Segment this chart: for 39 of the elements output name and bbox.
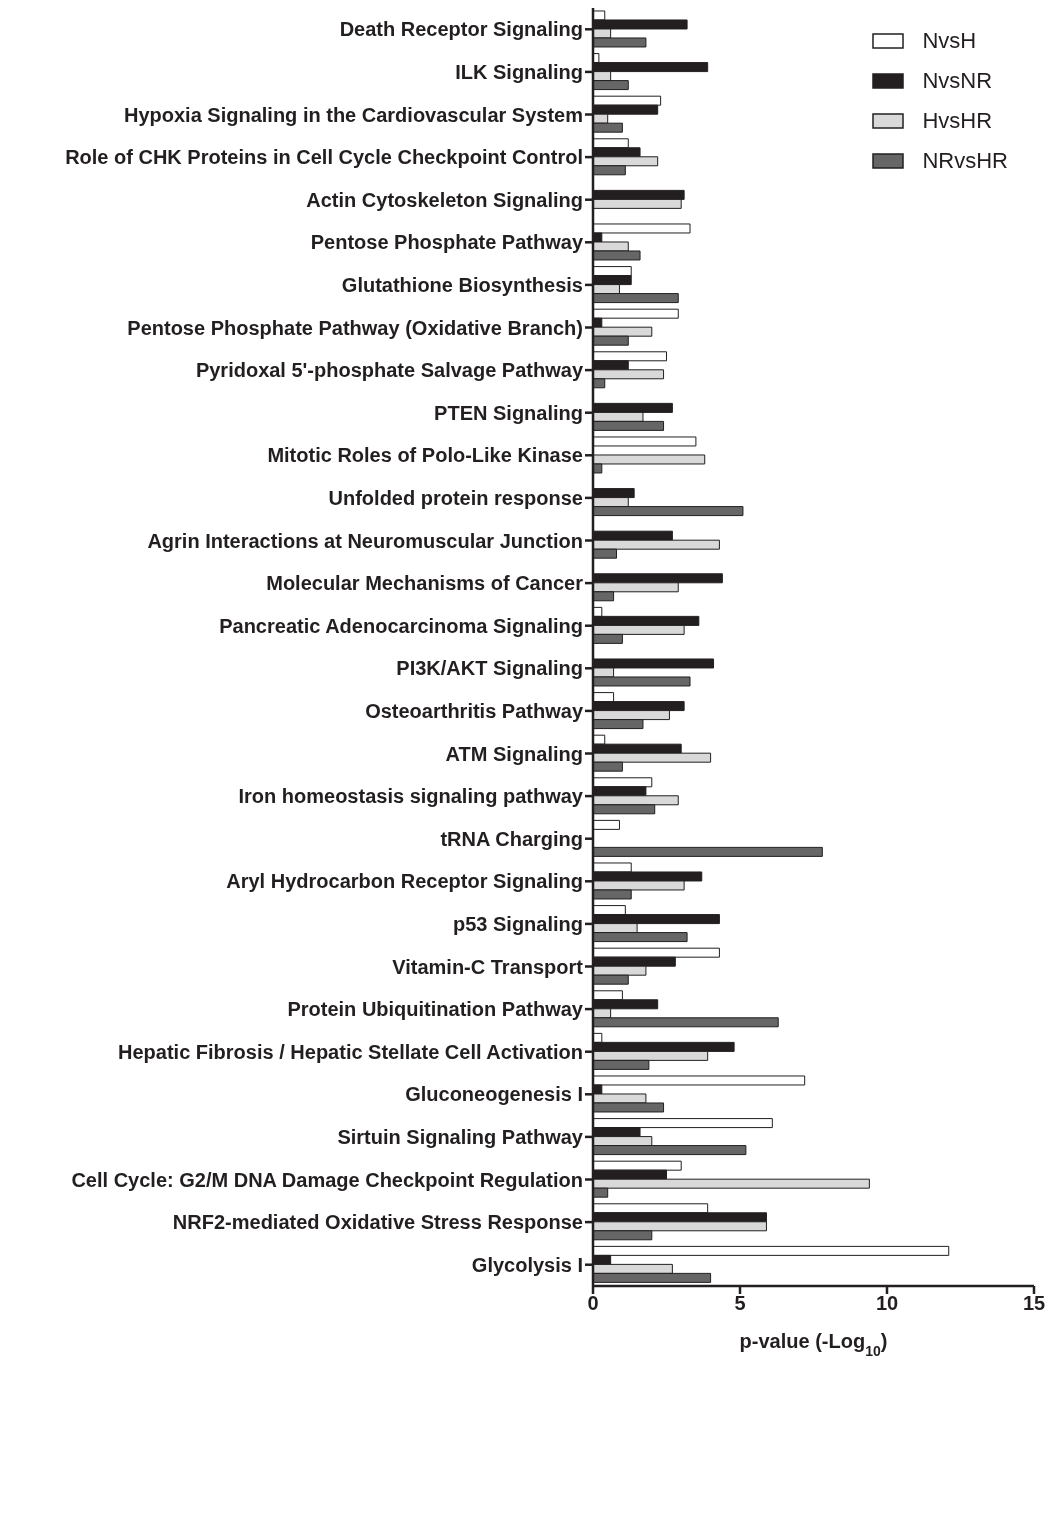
y-tick-label: Death Receptor Signaling bbox=[339, 18, 583, 41]
y-tick-label: Aryl Hydrocarbon Receptor Signaling bbox=[226, 870, 583, 893]
legend-label: NvsH bbox=[922, 28, 977, 54]
legend-label: HvsHR bbox=[922, 108, 993, 134]
y-tick-label: Pancreatic Adenocarcinoma Signaling bbox=[219, 614, 583, 637]
y-tick-label: Gluconeogenesis I bbox=[405, 1083, 583, 1106]
y-tick-label: Molecular Mechanisms of Cancer bbox=[266, 572, 584, 595]
legend-label: NRvsHR bbox=[922, 148, 1008, 174]
y-tick-label: Pentose Phosphate Pathway (Oxidative Branch) bbox=[127, 316, 583, 339]
y-tick-label: NRF2-mediated Oxidative Stress Response bbox=[172, 1211, 583, 1234]
y-tick-label: Pyridoxal 5'-phosphate Salvage Pathway bbox=[195, 359, 584, 382]
y-tick-label: Pentose Phosphate Pathway bbox=[310, 231, 584, 254]
x-axis-title: p-value (-Log$_{10}$) bbox=[739, 1330, 888, 1359]
y-tick-label: Hypoxia Signaling in the Cardiovascular System bbox=[123, 103, 583, 126]
y-tick-label: Vitamin-C Transport bbox=[392, 955, 584, 978]
y-tick-label: Unfolded protein response bbox=[328, 487, 583, 509]
y-tick-label: ILK Signaling bbox=[455, 61, 583, 83]
y-tick-label: Hepatic Fibrosis / Hepatic Stellate Cell Activation bbox=[118, 1040, 583, 1063]
y-tick-label: Glutathione Biosynthesis bbox=[341, 274, 583, 296]
x-tick-label: 10 bbox=[875, 1292, 899, 1315]
y-tick-label: Iron homeostasis signaling pathway bbox=[238, 785, 584, 808]
y-tick-label: PTEN Signaling bbox=[434, 401, 583, 424]
x-tick-label: 15 bbox=[1022, 1292, 1046, 1315]
y-tick-label: Actin Cytoskeleton Signaling bbox=[306, 188, 583, 211]
x-tick-label: 5 bbox=[734, 1292, 746, 1315]
y-tick-label: tRNA Charging bbox=[440, 827, 583, 850]
y-tick-label: Glycolysis I bbox=[471, 1253, 583, 1276]
y-tick-label: Osteoarthritis Pathway bbox=[365, 700, 584, 722]
y-tick-label: Cell Cycle: G2/M DNA Damage Checkpoint Regulation bbox=[71, 1168, 583, 1191]
y-tick-label: Mitotic Roles of Polo-Like Kinase bbox=[267, 444, 583, 467]
y-tick-label: Protein Ubiquitination Pathway bbox=[287, 998, 584, 1021]
y-tick-label: p53 Signaling bbox=[452, 913, 583, 935]
y-tick-label: PI3K/AKT Signaling bbox=[396, 657, 583, 680]
y-tick-label: Role of CHK Proteins in Cell Cycle Checkpoint Control bbox=[65, 146, 583, 169]
y-tick-label: ATM Signaling bbox=[445, 742, 583, 765]
x-tick-label: 0 bbox=[587, 1292, 599, 1315]
y-tick-label: Sirtuin Signaling Pathway bbox=[337, 1126, 584, 1148]
y-tick-label: Agrin Interactions at Neuromuscular Junction bbox=[147, 529, 583, 552]
legend-label: NvsNR bbox=[922, 68, 993, 94]
